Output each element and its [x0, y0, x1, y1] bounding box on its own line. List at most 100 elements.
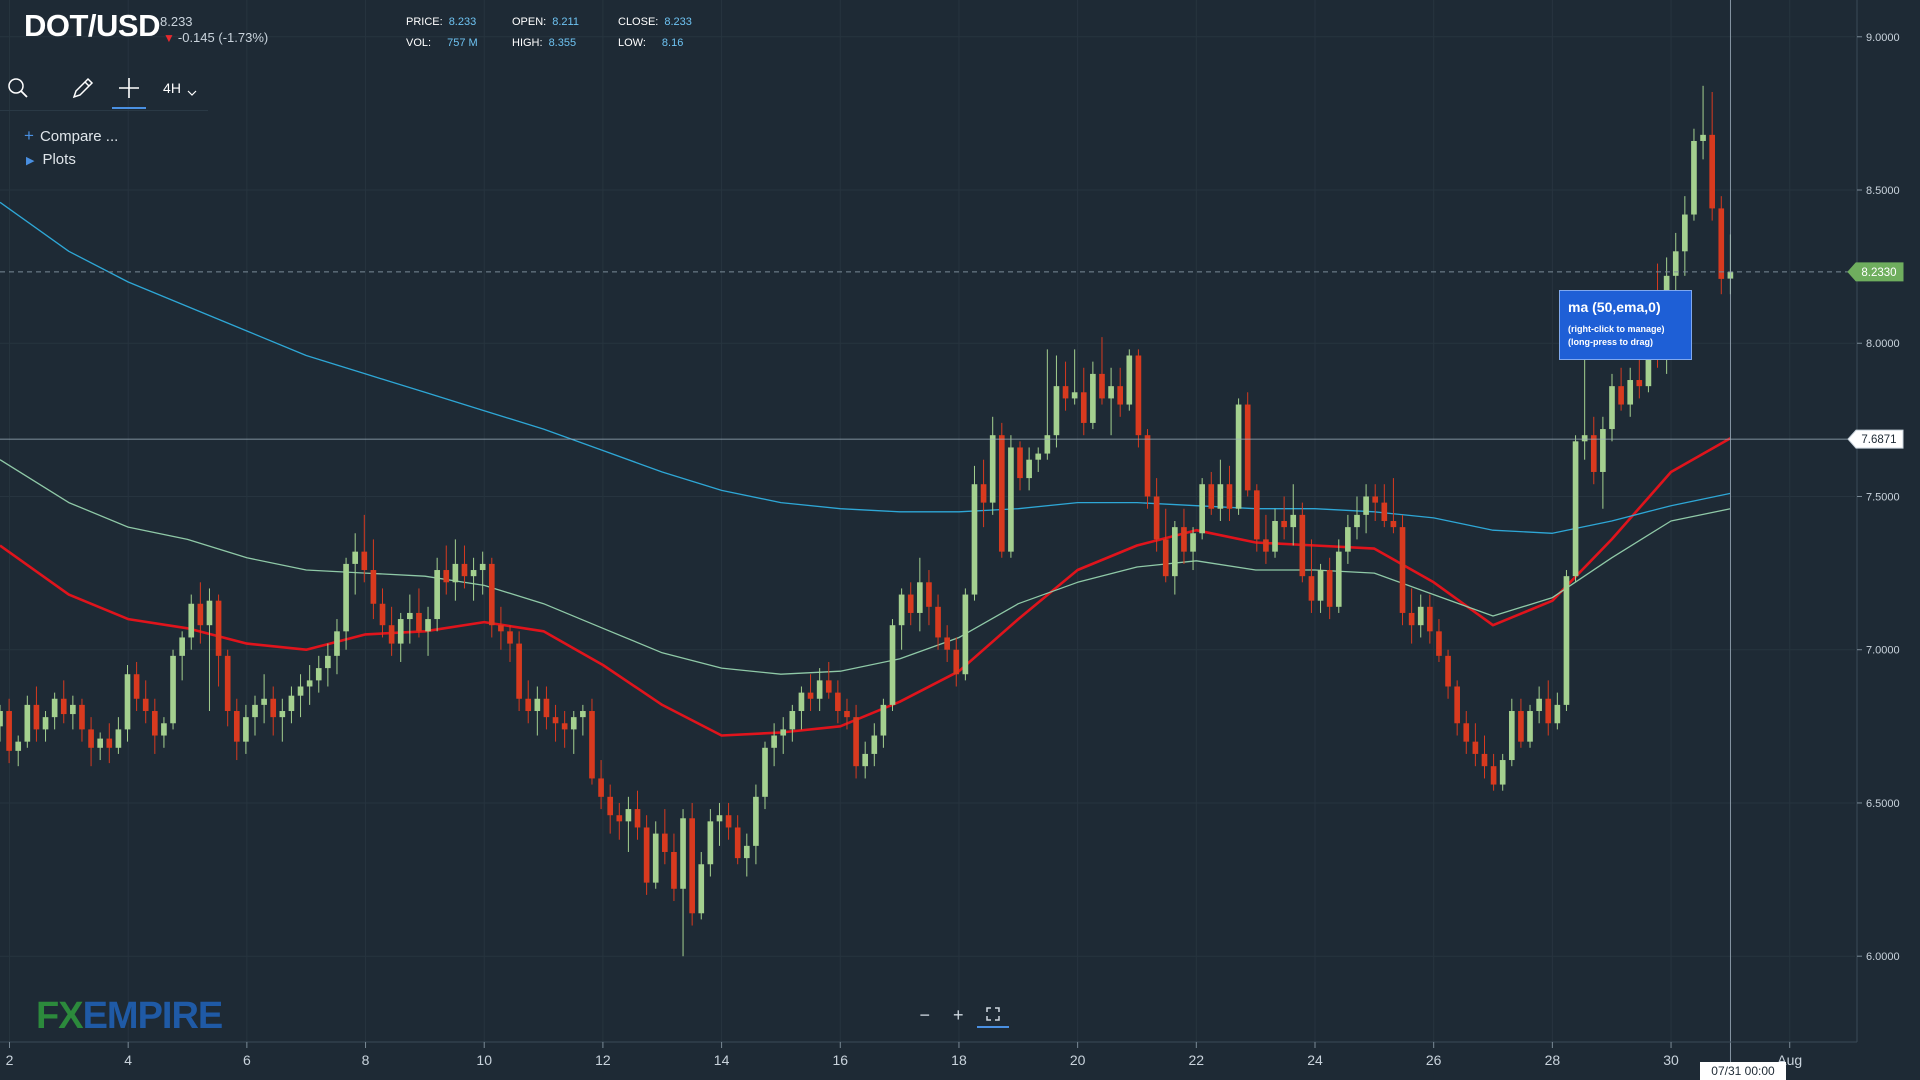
x-tick-label: 28 [1545, 1052, 1561, 1068]
candle-up [1217, 484, 1224, 509]
plots-toggle[interactable]: ▶ Plots [26, 151, 76, 168]
candle-down [926, 582, 932, 607]
crosshair-icon[interactable] [114, 71, 144, 105]
candle-up [325, 655, 331, 669]
candle-down [498, 625, 504, 632]
ma-line [0, 437, 1732, 737]
price-change-value: -0.145 (-1.73%) [177, 30, 269, 45]
candle-up [780, 729, 787, 736]
x-tick-label: 18 [951, 1052, 967, 1068]
chart-toolbar: 4H [0, 65, 208, 111]
candle-up [261, 698, 267, 705]
candle-up [1126, 355, 1133, 405]
candle-up [161, 723, 167, 736]
candle-down [1144, 435, 1151, 497]
x-tick-label: 14 [714, 1052, 730, 1068]
compare-button[interactable]: + Compare ... [24, 126, 118, 146]
candle-up [206, 600, 213, 626]
candle-up [898, 594, 905, 626]
candle-up [1527, 711, 1533, 742]
candle-up [534, 698, 541, 712]
candle-down [980, 484, 987, 503]
candle-up [1536, 698, 1542, 712]
candle-down [270, 698, 277, 718]
candle-down [1636, 380, 1643, 387]
candle-up [1581, 435, 1588, 442]
moving-averages [0, 201, 1732, 737]
candle-down [1299, 514, 1306, 577]
candle-down [1472, 741, 1479, 754]
x-tick-label: 30 [1663, 1052, 1679, 1068]
candle-up [1090, 373, 1096, 423]
candle-down [88, 729, 94, 748]
candle-up [1554, 704, 1561, 724]
candle-up [680, 818, 686, 889]
down-arrow-icon: ▼ [163, 31, 175, 45]
stat-low-value: 8.16 [661, 37, 684, 49]
candle-up [1026, 459, 1032, 479]
candle-up [1335, 551, 1342, 607]
candle-up [1672, 251, 1679, 276]
price-change: ▼ -0.145 (-1.73%) [163, 30, 268, 45]
y-tick-label: 8.0000 [1866, 338, 1900, 350]
symbol-title: DOT/USD [24, 8, 161, 43]
candle-up [1199, 484, 1205, 534]
candle-down [1427, 606, 1433, 632]
fullscreen-icon[interactable] [986, 1005, 1001, 1026]
last-price-tag: 8.2330 [1847, 262, 1904, 282]
candle-up [470, 570, 477, 577]
candle-down [689, 818, 695, 914]
candle-down [1454, 686, 1460, 724]
candle-down [1408, 612, 1415, 626]
candle-up [1235, 404, 1242, 509]
last-price: 8.233 [160, 14, 193, 29]
zoom-out-icon[interactable]: − [919, 1004, 930, 1025]
candle-down [589, 711, 595, 779]
zoom-in-icon[interactable]: + [952, 1004, 964, 1025]
candle-down [1545, 698, 1552, 724]
stat-high-value: 8.355 [548, 37, 577, 49]
crosshair-price-tag-text: 7.6871 [1861, 434, 1896, 446]
y-tick-label: 9.0000 [1866, 32, 1900, 44]
x-tick-label: 12 [595, 1052, 611, 1068]
candle-up [0, 711, 3, 727]
x-tick-label: 26 [1426, 1052, 1442, 1068]
candle-up [1035, 453, 1042, 460]
candle-up [753, 796, 759, 846]
candle-down [1181, 527, 1187, 552]
zoom-controls: − + [908, 1002, 1012, 1028]
y-tick-label: 6.5000 [1866, 798, 1900, 810]
candle-down [1062, 386, 1069, 399]
candle-up [397, 619, 404, 644]
stat-open: OPEN: 8.211 [512, 16, 579, 28]
x-tick-label: 16 [832, 1052, 848, 1068]
candle-down [60, 698, 67, 715]
interval-select[interactable]: 4H [158, 71, 204, 105]
candle-down [6, 711, 12, 751]
candle-up [798, 692, 805, 712]
candle-up [407, 612, 413, 620]
candle-up [243, 717, 249, 742]
candle-down [953, 649, 960, 675]
candle-down [1281, 521, 1287, 528]
candle-down [416, 612, 422, 632]
y-tick-label: 7.5000 [1866, 491, 1900, 503]
candle-up [962, 594, 969, 675]
grid [0, 0, 1855, 1042]
candle-down [133, 674, 140, 699]
candle-up [580, 711, 586, 718]
candle-up [1682, 214, 1688, 252]
x-tick-label: 24 [1307, 1052, 1323, 1068]
pencil-icon[interactable] [68, 71, 98, 105]
ma-tooltip[interactable]: ma (50,ema,0) (right-click to manage) (lo… [1559, 290, 1692, 360]
candle-up [871, 735, 878, 754]
candle-up [179, 637, 185, 656]
candle-up [889, 625, 896, 705]
candle-up [707, 821, 714, 865]
candle-up [1272, 521, 1278, 552]
search-icon[interactable] [4, 71, 32, 105]
candle-up [306, 680, 313, 687]
candle-down [907, 594, 914, 613]
